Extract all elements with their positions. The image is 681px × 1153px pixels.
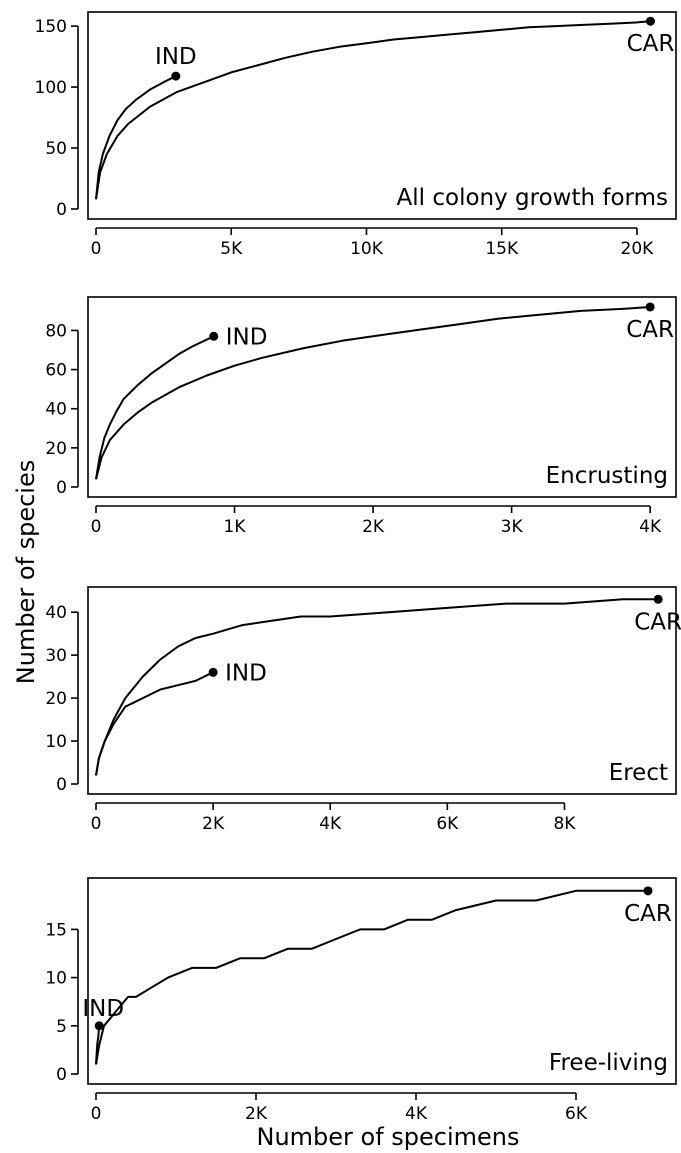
x-tick-label: 5K [220,239,243,259]
x-tick-label: 3K [501,517,524,537]
series-label-ind: IND [225,660,267,686]
series-line-car [95,306,651,480]
y-tick-label: 150 [35,17,67,37]
series-label-ind: IND [155,44,197,70]
series-line-ind [95,335,215,480]
y-tick-label: 100 [35,78,67,98]
series-endpoint-ind [171,71,181,81]
x-tick-label: 2K [362,517,385,537]
x-tick-label: 2K [245,1104,268,1124]
y-tick-label: 40 [45,603,67,623]
x-tick-label: 1K [224,517,247,537]
y-tick-label: 20 [45,689,67,709]
y-tick-label: 60 [45,361,67,381]
panel-label: All colony growth forms [397,185,668,211]
x-tick-label: 0 [91,1104,102,1124]
plot-frame [87,877,677,1085]
y-tick-label: 0 [56,478,67,498]
plot-frame [87,296,677,498]
x-axis-title: Number of specimens [256,1123,519,1151]
series-endpoint-car [653,594,663,604]
y-axis-title: Number of species [12,460,40,684]
panel-label: Free-living [549,1050,668,1076]
x-tick-label: 2K [202,814,225,834]
panel-1: 0 5K 10K 15K 20K 0 50 100 150 IND CAR All colony gr… [35,11,677,259]
x-tick-label: 0 [91,517,102,537]
panel-label: Encrusting [546,463,668,489]
y-tick-label: 0 [56,1065,67,1085]
series-endpoint-car [645,302,655,312]
panel-3: 0 2K 4K 6K 8K 0 10 20 30 40 IND CAR Erect [45,586,681,834]
series-line-car [95,598,659,776]
x-tick-label: 6K [436,814,459,834]
x-tick-label: 0 [91,814,102,834]
x-tick-label: 0 [91,239,102,259]
series-endpoint-ind [94,1021,104,1031]
series-line-ind [95,75,177,200]
panel-2: 0 1K 2K 3K 4K 0 20 40 60 80 IND CAR Encrusting [45,296,677,537]
y-tick-label: 20 [45,439,67,459]
x-tick-label: 15K [485,239,519,259]
series-label-car: CAR [634,609,681,635]
series-label-car: CAR [626,317,674,343]
x-tick-label: 8K [553,814,576,834]
x-tick-label: 10K [350,239,384,259]
series-label-ind: IND [226,324,268,350]
series-endpoint-car [643,886,653,896]
series-endpoint-ind [208,667,218,677]
x-tick-label: 4K [405,1104,428,1124]
x-tick-label: 4K [639,517,662,537]
y-tick-label: 10 [45,732,67,752]
series-line-car [95,20,651,200]
plot-frame [87,586,677,795]
series-endpoint-car [645,16,655,26]
series-line-ind [95,671,214,776]
series-label-car: CAR [627,31,675,57]
x-tick-label: 6K [565,1104,588,1124]
y-tick-label: 15 [45,920,67,940]
y-tick-label: 10 [45,969,67,989]
plot-frame [87,11,677,220]
series-label-car: CAR [624,901,672,927]
y-tick-label: 50 [45,139,67,159]
series-line-car [95,889,648,1065]
y-tick-label: 40 [45,400,67,420]
y-tick-label: 5 [56,1017,67,1037]
series-endpoint-ind [209,331,219,341]
x-tick-label: 20K [621,239,655,259]
y-tick-label: 30 [45,646,67,666]
y-tick-label: 0 [56,200,67,220]
x-tick-label: 4K [319,814,342,834]
panel-label: Erect [609,760,668,786]
y-tick-label: 0 [56,775,67,795]
y-tick-label: 80 [45,321,67,341]
